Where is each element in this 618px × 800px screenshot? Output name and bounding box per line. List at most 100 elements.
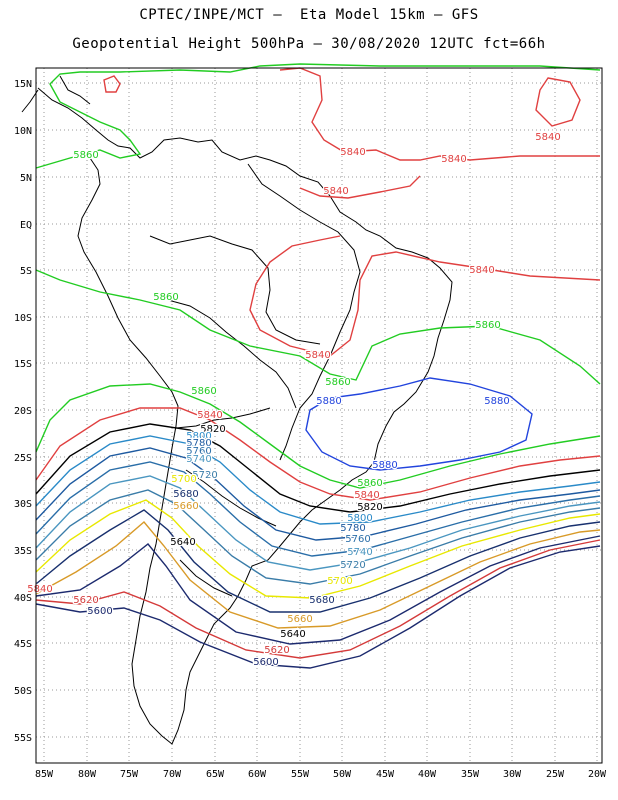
lon-label: 75W (120, 769, 139, 780)
contour-5860-north (35, 63, 601, 169)
contour-label: 5860 (357, 478, 382, 489)
contour-label: 5740 (347, 547, 372, 558)
contour-label: 5860 (475, 320, 500, 331)
contour-5880-high (305, 377, 533, 471)
contour-label: 5840 (305, 350, 330, 361)
lon-label: 50W (333, 769, 352, 780)
lat-label: 10S (14, 313, 32, 324)
contour-5680 (35, 509, 601, 613)
contour-label: 5860 (191, 386, 216, 397)
contour-5720 (35, 489, 601, 585)
contour-label: 5680 (173, 489, 198, 500)
lat-label: 25S (14, 453, 32, 464)
contour-label: 5700 (327, 576, 352, 587)
contour-label: 5840 (469, 265, 494, 276)
axis-labels: 15N 10N 5N EQ 5S 10S 15S 20S 25S 30S 35S 40S 45S 50S 5… (14, 79, 607, 780)
lat-label: 15N (14, 79, 32, 90)
contour-label: 5620 (73, 595, 98, 606)
contour-label: 5700 (171, 474, 196, 485)
contour-label: 5820 (200, 424, 225, 435)
contour-label: 5840 (340, 147, 365, 158)
lon-label: 35W (461, 769, 480, 780)
lon-label: 85W (35, 769, 54, 780)
contour-label: 5760 (186, 446, 211, 457)
contour-5800 (35, 435, 601, 525)
lat-label: 50S (14, 686, 32, 697)
lon-label: 55W (291, 769, 310, 780)
contour-label: 5720 (192, 470, 217, 481)
lon-label: 45W (376, 769, 395, 780)
contour-label: 5880 (372, 460, 397, 471)
contour-label: 5720 (340, 560, 365, 571)
lon-label: 70W (163, 769, 182, 780)
lon-label: 65W (206, 769, 225, 780)
lon-label: 20W (588, 769, 607, 780)
contour-label: 5780 (186, 438, 211, 449)
coastline (21, 75, 453, 745)
contour-5620 (35, 539, 601, 659)
lat-label: 30S (14, 499, 32, 510)
contour-5600 (35, 545, 601, 669)
contour-lines (35, 63, 601, 669)
contour-label: 5840 (535, 132, 560, 143)
lon-label: 30W (503, 769, 522, 780)
lon-label: 60W (248, 769, 267, 780)
contour-5840-south (35, 407, 601, 501)
contour-5780 (35, 447, 601, 541)
graticule (36, 68, 602, 763)
lat-label: 5S (20, 266, 32, 277)
contour-5840-loop-east (535, 77, 581, 127)
contour-label: 5860 (73, 150, 98, 161)
map-frame (35, 67, 603, 764)
map-title-line2: Geopotential Height 500hPa – 30/08/2020 … (72, 36, 546, 52)
lon-label: 25W (546, 769, 565, 780)
lat-label: 55S (14, 733, 32, 744)
contour-label: 5640 (170, 537, 195, 548)
contour-5740 (35, 475, 601, 571)
contour-label: 5840 (197, 410, 222, 421)
lat-label: 5N (20, 173, 32, 184)
contour-label: 5600 (87, 606, 112, 617)
contour-label: 5840 (323, 186, 348, 197)
contour-label: 5820 (357, 502, 382, 513)
contour-label: 5660 (173, 501, 198, 512)
contour-label: 5620 (264, 645, 289, 656)
contour-label: 5660 (287, 614, 312, 625)
contour-label: 5840 (441, 154, 466, 165)
contour-5840-trough (249, 235, 601, 357)
lat-label: 40S (14, 593, 32, 604)
contour-5840-north (279, 67, 600, 161)
contour-label: 5600 (253, 657, 278, 668)
contour-5660 (35, 521, 601, 629)
contour-label: 5680 (309, 595, 334, 606)
contour-label: 5760 (345, 534, 370, 545)
contour-label: 5840 (27, 584, 52, 595)
lat-label: EQ (20, 220, 32, 231)
contour-5760 (35, 461, 601, 557)
lat-label: 10N (14, 126, 32, 137)
lat-label: 15S (14, 359, 32, 370)
contour-label: 5740 (186, 454, 211, 465)
contour-labels: 5840584058405840584058405860586058605860… (26, 131, 562, 670)
lat-label: 45S (14, 639, 32, 650)
contour-5840-loop-west (103, 75, 121, 93)
lon-label: 40W (418, 769, 437, 780)
contour-label: 5840 (354, 490, 379, 501)
contour-5820 (35, 423, 601, 513)
contour-label: 5860 (325, 377, 350, 388)
contour-5700 (35, 499, 601, 599)
contour-5860-south (35, 383, 601, 489)
map-title-line1: CPTEC/INPE/MCT – Eta Model 15km – GFS (139, 7, 479, 23)
contour-label: 5800 (186, 431, 211, 442)
contour-label: 5780 (340, 523, 365, 534)
lat-label: 35S (14, 546, 32, 557)
contour-label: 5860 (153, 292, 178, 303)
contour-5640 (35, 535, 601, 645)
contour-label: 5800 (347, 513, 372, 524)
contour-label: 5640 (280, 629, 305, 640)
lat-label: 20S (14, 406, 32, 417)
lon-label: 80W (78, 769, 97, 780)
contour-label: 5880 (316, 396, 341, 407)
contour-5840-cut (299, 175, 421, 199)
